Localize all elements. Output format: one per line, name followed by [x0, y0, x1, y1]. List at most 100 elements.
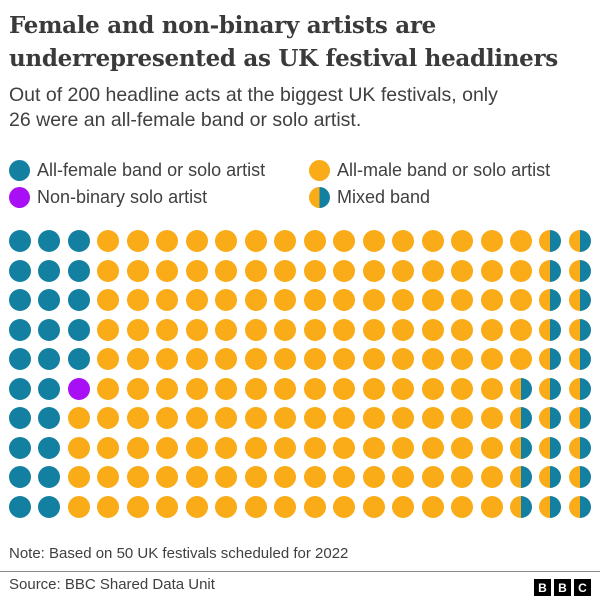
male-dot — [156, 259, 179, 282]
male-dot — [274, 436, 297, 459]
female-dot — [38, 495, 61, 518]
male-dot — [333, 407, 356, 429]
male-dot — [97, 377, 120, 400]
male-dot — [421, 466, 444, 488]
legend-item-female: All-female band or solo artist — [9, 158, 265, 182]
male-dot — [392, 289, 415, 311]
mixed-half-dot-icon — [309, 186, 330, 208]
male-dot — [480, 259, 503, 282]
male-dot — [451, 466, 474, 488]
male-dot — [156, 407, 179, 429]
nonbinary-dot-icon — [9, 186, 30, 208]
male-dot — [362, 436, 385, 459]
bbc-logo-letter: C — [574, 579, 591, 596]
female-dot — [38, 377, 61, 400]
male-dot — [185, 436, 208, 459]
male-dot — [333, 436, 356, 459]
male-dot — [97, 466, 120, 488]
male-dot — [451, 318, 474, 341]
nonbinary-dot — [67, 377, 90, 400]
female-dot — [9, 289, 31, 311]
female-dot — [38, 348, 61, 370]
mixed-dot — [568, 495, 591, 518]
male-dot — [185, 377, 208, 400]
footer-divider — [0, 571, 600, 572]
male-dot — [215, 377, 238, 400]
male-dot — [333, 259, 356, 282]
mixed-dot — [568, 348, 591, 370]
male-dot — [156, 436, 179, 459]
male-dot-icon — [309, 159, 330, 181]
male-dot — [509, 348, 532, 370]
male-dot — [480, 377, 503, 400]
male-dot — [244, 377, 267, 400]
male-dot — [215, 495, 238, 518]
male-dot — [156, 318, 179, 341]
subtitle-line-1: Out of 200 headline acts at the biggest … — [9, 84, 498, 106]
male-dot — [185, 230, 208, 252]
chart-note: Note: Based on 50 UK festivals scheduled… — [9, 545, 349, 562]
male-dot — [126, 348, 149, 370]
male-dot — [185, 348, 208, 370]
female-dot — [9, 436, 31, 459]
female-dot — [9, 318, 31, 341]
male-dot — [392, 259, 415, 282]
legend-item-nonbinary: Non-binary solo artist — [9, 185, 207, 209]
male-dot — [156, 230, 179, 252]
male-dot — [421, 230, 444, 252]
male-dot — [126, 259, 149, 282]
male-dot — [362, 407, 385, 429]
male-dot — [421, 348, 444, 370]
male-dot — [185, 259, 208, 282]
legend-label: All-female band or solo artist — [37, 159, 266, 180]
male-dot — [97, 318, 120, 341]
male-dot — [185, 318, 208, 341]
male-dot — [244, 230, 267, 252]
male-dot — [333, 348, 356, 370]
mixed-dot — [509, 436, 532, 459]
male-dot — [67, 407, 90, 429]
female-dot — [67, 289, 90, 311]
mixed-dot — [539, 230, 562, 252]
male-dot — [451, 230, 474, 252]
male-dot — [392, 377, 415, 400]
title-line-2: underrepresented as UK festival headline… — [9, 45, 558, 72]
male-dot — [97, 259, 120, 282]
male-dot — [67, 495, 90, 518]
male-dot — [274, 377, 297, 400]
male-dot — [244, 289, 267, 311]
chart-source: Source: BBC Shared Data Unit — [9, 576, 215, 593]
male-dot — [215, 259, 238, 282]
title-line-1: Female and non-binary artists are — [9, 12, 436, 39]
male-dot — [362, 289, 385, 311]
male-dot — [126, 377, 149, 400]
male-dot — [215, 318, 238, 341]
mixed-dot — [568, 318, 591, 341]
male-dot — [451, 259, 474, 282]
male-dot — [451, 377, 474, 400]
mixed-dot — [539, 259, 562, 282]
chart-subtitle: Out of 200 headline acts at the biggest … — [9, 83, 594, 133]
mixed-dot — [568, 289, 591, 311]
male-dot — [392, 436, 415, 459]
female-dot — [67, 259, 90, 282]
female-dot — [9, 466, 31, 488]
male-dot — [480, 230, 503, 252]
male-dot — [97, 495, 120, 518]
female-dot-icon — [9, 159, 30, 181]
chart-title: Female and non-binary artists are underr… — [9, 9, 594, 75]
male-dot — [185, 289, 208, 311]
male-dot — [480, 436, 503, 459]
male-dot — [303, 407, 326, 429]
male-dot — [185, 495, 208, 518]
bbc-logo: B B C — [534, 579, 591, 596]
male-dot — [509, 318, 532, 341]
male-dot — [509, 259, 532, 282]
female-dot — [9, 377, 31, 400]
mixed-dot — [539, 407, 562, 429]
male-dot — [274, 230, 297, 252]
mixed-dot — [568, 230, 591, 252]
male-dot — [244, 407, 267, 429]
legend-label: Mixed band — [337, 186, 431, 207]
male-dot — [126, 230, 149, 252]
